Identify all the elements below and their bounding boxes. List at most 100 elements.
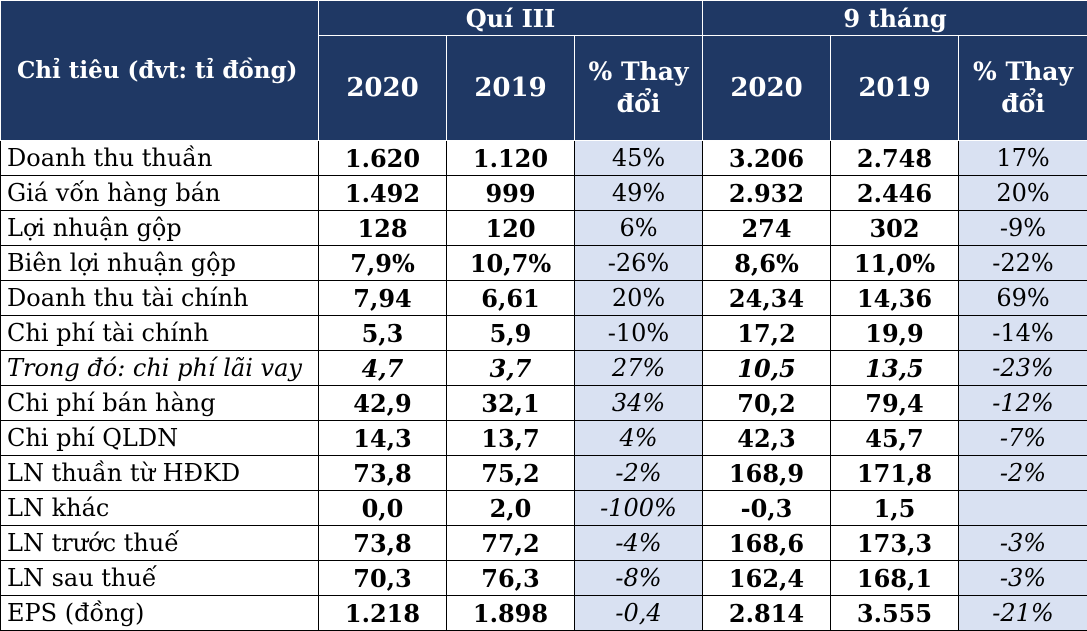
quarter-2019-cell: 120 — [446, 210, 575, 246]
nine-months-change-cell: -9% — [957, 210, 1087, 246]
row-label: LN thuần từ HĐKD — [0, 455, 319, 491]
quarter-change-cell: -10% — [574, 315, 703, 351]
nine-months-change-cell: -3% — [957, 560, 1087, 596]
quarter-2020-cell: 70,3 — [318, 560, 447, 596]
quarter-2019-cell: 1.898 — [446, 595, 575, 631]
table-row: Biên lợi nhuận gộp 7,9% 10,7% -26% 8,6% 11,0%… — [0, 245, 1087, 281]
quarter-2020-cell: 1.218 — [318, 595, 447, 631]
nine-months-2019-cell: 171,8 — [830, 455, 959, 491]
nine-months-2020-cell: 17,2 — [702, 315, 831, 351]
table-row: Doanh thu thuần 1.620 1.120 45% 3.206 2.748 17… — [0, 140, 1087, 176]
header-quarter-2019: 2019 — [446, 35, 575, 141]
quarter-2019-cell: 75,2 — [446, 455, 575, 491]
quarter-change-cell: 49% — [574, 175, 703, 211]
nine-months-change-cell — [957, 490, 1087, 526]
quarter-2019-cell: 2,0 — [446, 490, 575, 526]
nine-months-2020-cell: 3.206 — [702, 140, 831, 176]
quarter-change-cell: 27% — [574, 350, 703, 386]
quarter-2019-cell: 77,2 — [446, 525, 575, 561]
quarter-change-cell: -100% — [574, 490, 703, 526]
nine-months-2019-cell: 3.555 — [830, 595, 959, 631]
nine-months-change-cell: -7% — [957, 420, 1087, 456]
nine-months-2019-cell: 2.748 — [830, 140, 959, 176]
quarter-2019-cell: 999 — [446, 175, 575, 211]
nine-months-2019-cell: 11,0% — [830, 245, 959, 281]
table-row: LN thuần từ HĐKD 73,8 75,2 -2% 168,9 171,8 -2% — [0, 455, 1087, 491]
quarter-change-cell: -4% — [574, 525, 703, 561]
nine-months-2019-cell: 19,9 — [830, 315, 959, 351]
nine-months-2020-cell: 2.932 — [702, 175, 831, 211]
quarter-2020-cell: 1.620 — [318, 140, 447, 176]
nine-months-2020-cell: -0,3 — [702, 490, 831, 526]
table-header: Chỉ tiêu (đvt: tỉ đồng) Quí III 9 tháng … — [0, 0, 1087, 141]
table-row: Chi phí tài chính 5,3 5,9 -10% 17,2 19,9 -14% — [0, 315, 1087, 351]
quarter-2020-cell: 73,8 — [318, 455, 447, 491]
nine-months-change-cell: 17% — [957, 140, 1087, 176]
nine-months-2020-cell: 162,4 — [702, 560, 831, 596]
quarter-change-cell: -2% — [574, 455, 703, 491]
quarter-2020-cell: 4,7 — [318, 350, 447, 386]
row-label: Doanh thu thuần — [0, 140, 319, 176]
nine-months-change-cell: -23% — [957, 350, 1087, 386]
quarter-2020-cell: 128 — [318, 210, 447, 246]
row-label: LN trước thuế — [0, 525, 319, 561]
quarter-change-cell: -26% — [574, 245, 703, 281]
nine-months-change-cell: -21% — [957, 595, 1087, 631]
quarter-change-cell: 6% — [574, 210, 703, 246]
quarter-change-cell: 4% — [574, 420, 703, 456]
table-row: Doanh thu tài chính 7,94 6,61 20% 24,34 14,36… — [0, 280, 1087, 316]
quarter-2020-cell: 14,3 — [318, 420, 447, 456]
table-row: EPS (đồng) 1.218 1.898 -0,4 2.814 3.555 -21% — [0, 595, 1087, 631]
quarter-2019-cell: 3,7 — [446, 350, 575, 386]
nine-months-2019-cell: 14,36 — [830, 280, 959, 316]
row-label: Doanh thu tài chính — [0, 280, 319, 316]
nine-months-2019-cell: 13,5 — [830, 350, 959, 386]
nine-months-change-cell: -12% — [957, 385, 1087, 421]
table-row: LN sau thuế 70,3 76,3 -8% 162,4 168,1 -3% — [0, 560, 1087, 596]
quarter-2019-cell: 6,61 — [446, 280, 575, 316]
header-quarter-change: % Thay đổi — [574, 35, 703, 141]
quarter-2020-cell: 1.492 — [318, 175, 447, 211]
row-label: Lợi nhuận gộp — [0, 210, 319, 246]
table-body: Doanh thu thuần 1.620 1.120 45% 3.206 2.748 17… — [0, 140, 1087, 631]
header-quarter-2020: 2020 — [318, 35, 447, 141]
nine-months-2020-cell: 42,3 — [702, 420, 831, 456]
nine-months-2020-cell: 24,34 — [702, 280, 831, 316]
nine-months-change-cell: -14% — [957, 315, 1087, 351]
table-row: Trong đó: chi phí lãi vay 4,7 3,7 27% 10,5 13… — [0, 350, 1087, 386]
quarter-2019-cell: 76,3 — [446, 560, 575, 596]
nine-months-2020-cell: 168,9 — [702, 455, 831, 491]
header-group-quarter: Quí III — [318, 0, 703, 36]
row-label: Chi phí QLDN — [0, 420, 319, 456]
row-label: Chi phí bán hàng — [0, 385, 319, 421]
nine-months-2020-cell: 8,6% — [702, 245, 831, 281]
quarter-2019-cell: 1.120 — [446, 140, 575, 176]
header-nine-months-2019: 2019 — [830, 35, 959, 141]
quarter-2020-cell: 0,0 — [318, 490, 447, 526]
table-row: Giá vốn hàng bán 1.492 999 49% 2.932 2.446 20% — [0, 175, 1087, 211]
row-label: LN khác — [0, 490, 319, 526]
row-label: Trong đó: chi phí lãi vay — [0, 350, 319, 386]
nine-months-2019-cell: 302 — [830, 210, 959, 246]
header-nine-months-change: % Thay đổi — [957, 35, 1087, 141]
table-row: Lợi nhuận gộp 128 120 6% 274 302 -9% — [0, 210, 1087, 246]
table-row: LN khác 0,0 2,0 -100% -0,3 1,5 — [0, 490, 1087, 526]
nine-months-2019-cell: 1,5 — [830, 490, 959, 526]
header-nine-months-2020: 2020 — [702, 35, 831, 141]
nine-months-change-cell: -2% — [957, 455, 1087, 491]
quarter-2019-cell: 13,7 — [446, 420, 575, 456]
row-label: Biên lợi nhuận gộp — [0, 245, 319, 281]
nine-months-2020-cell: 274 — [702, 210, 831, 246]
nine-months-2020-cell: 168,6 — [702, 525, 831, 561]
row-label: LN sau thuế — [0, 560, 319, 596]
nine-months-change-cell: -22% — [957, 245, 1087, 281]
nine-months-2019-cell: 45,7 — [830, 420, 959, 456]
quarter-2020-cell: 7,94 — [318, 280, 447, 316]
quarter-change-cell: -8% — [574, 560, 703, 596]
quarter-2020-cell: 5,3 — [318, 315, 447, 351]
nine-months-2020-cell: 10,5 — [702, 350, 831, 386]
row-label: Giá vốn hàng bán — [0, 175, 319, 211]
table-row: Chi phí QLDN 14,3 13,7 4% 42,3 45,7 -7% — [0, 420, 1087, 456]
table-row: Chi phí bán hàng 42,9 32,1 34% 70,2 79,4 -12% — [0, 385, 1087, 421]
